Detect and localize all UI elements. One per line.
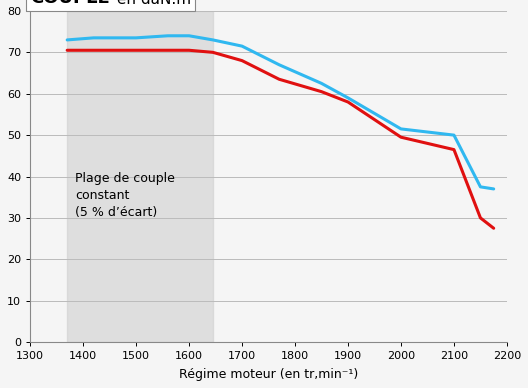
Text: COUPLE: COUPLE bbox=[30, 0, 110, 7]
Bar bbox=[67, 11, 213, 342]
X-axis label: Régime moteur (en tr,min⁻¹): Régime moteur (en tr,min⁻¹) bbox=[179, 368, 358, 381]
Text: Plage de couple
constant
(5 % d’écart): Plage de couple constant (5 % d’écart) bbox=[75, 172, 175, 219]
Text: en daN.m: en daN.m bbox=[112, 0, 191, 7]
